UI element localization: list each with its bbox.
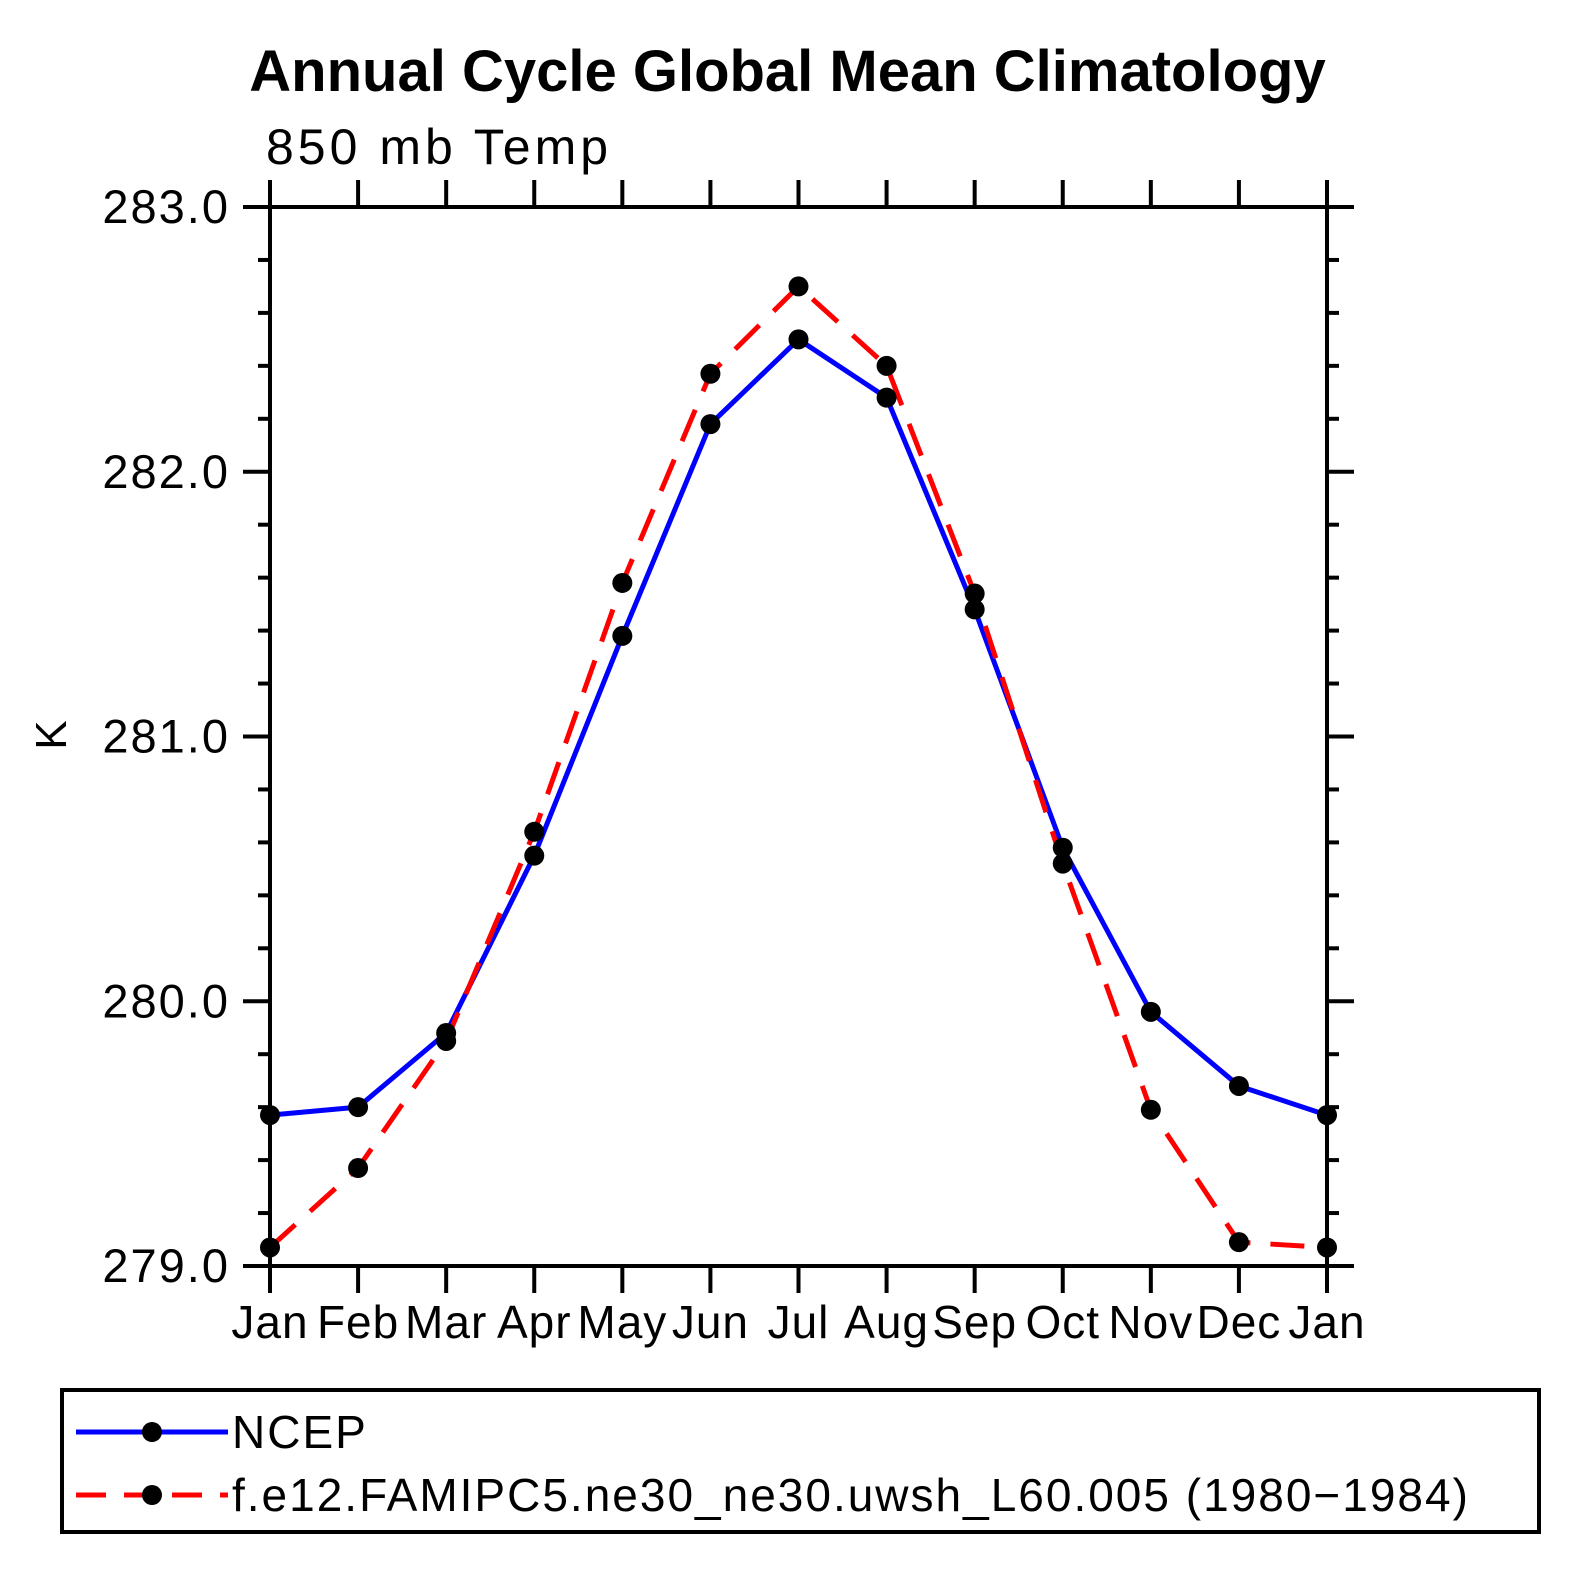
y-tick-label: 279.0 <box>102 1239 230 1292</box>
legend: NCEP f.e12.FAMIPC5.ne30_ne30.uwsh_L60.00… <box>60 1388 1541 1534</box>
data-point-ncep <box>1228 1075 1249 1096</box>
legend-swatch-marker <box>142 1485 162 1505</box>
data-point-ncep <box>1317 1105 1337 1126</box>
x-tick-label: Jan <box>1288 1296 1365 1348</box>
legend-swatch-marker <box>142 1422 162 1442</box>
data-point-ncep <box>524 845 545 866</box>
data-point-ncep <box>876 387 897 408</box>
y-tick-label: 281.0 <box>102 710 230 763</box>
data-point-model <box>436 1030 457 1051</box>
data-point-model <box>1228 1232 1249 1253</box>
chart-title: Annual Cycle Global Mean Climatology <box>249 39 1326 104</box>
legend-line-model <box>76 1485 228 1505</box>
data-point-ncep <box>1140 1001 1161 1022</box>
y-tick-label: 282.0 <box>102 445 230 498</box>
x-tick-label: Sep <box>932 1296 1017 1348</box>
chart-subtitle: 850 mb Temp <box>266 119 613 175</box>
legend-line-ncep <box>76 1422 228 1442</box>
data-point-ncep <box>788 329 809 350</box>
x-tick-label: Oct <box>1025 1296 1100 1348</box>
y-tick-label: 280.0 <box>102 974 230 1027</box>
x-tick-label: May <box>577 1296 667 1348</box>
y-tick-label: 283.0 <box>102 180 230 233</box>
data-point-ncep <box>612 625 633 646</box>
data-point-model <box>1317 1237 1337 1258</box>
data-point-model <box>1052 853 1073 874</box>
data-point-ncep <box>964 599 985 620</box>
data-point-ncep <box>1052 837 1073 858</box>
data-point-model <box>1140 1099 1161 1120</box>
plot-area: Jan Feb Mar Apr May Jun Jul Aug Sep Oct Nov Dec Jan2… <box>102 180 1365 1348</box>
x-tick-label: Aug <box>844 1296 929 1348</box>
series-line-ncep <box>269 336 1328 1118</box>
legend-label-ncep: NCEP <box>232 1406 368 1458</box>
x-tick-label: Nov <box>1108 1296 1193 1348</box>
x-tick-label: Mar <box>405 1296 487 1348</box>
data-point-model <box>700 363 721 384</box>
series-line-model <box>268 283 1328 1250</box>
data-point-model <box>524 821 545 842</box>
legend-item-ncep: NCEP <box>72 1406 368 1458</box>
x-tick-label: Dec <box>1197 1296 1282 1348</box>
data-point-ncep <box>348 1097 369 1118</box>
y-axis-label: K <box>27 720 76 750</box>
legend-item-model: f.e12.FAMIPC5.ne30_ne30.uwsh_L60.005 (19… <box>72 1469 1470 1521</box>
data-point-ncep <box>700 414 721 435</box>
data-point-model <box>964 583 985 604</box>
plot-border <box>268 205 1329 1268</box>
x-tick-label: Jan <box>231 1296 308 1348</box>
data-point-model <box>348 1158 369 1179</box>
data-point-model <box>788 276 809 297</box>
data-point-ncep <box>260 1105 280 1126</box>
x-tick-label: Jul <box>768 1296 830 1348</box>
data-point-model <box>612 572 633 593</box>
x-tick-label: Apr <box>497 1296 572 1348</box>
x-tick-label: Feb <box>317 1296 399 1348</box>
x-tick-label: Jun <box>672 1296 749 1348</box>
data-point-model <box>260 1237 280 1258</box>
data-point-model <box>876 355 897 376</box>
legend-label-model: f.e12.FAMIPC5.ne30_ne30.uwsh_L60.005 (19… <box>232 1469 1470 1521</box>
